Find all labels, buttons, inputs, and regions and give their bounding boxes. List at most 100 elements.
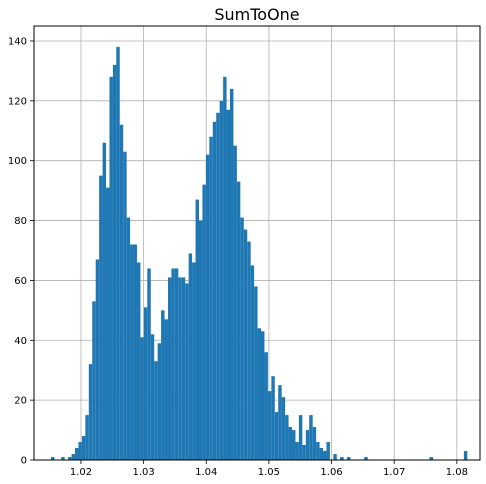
histogram-bar (326, 442, 330, 460)
y-axis: 0 20 40 60 80 100 120 140 (8, 36, 34, 467)
histogram-bar (68, 457, 72, 460)
x-tick-label: 1.03 (132, 467, 154, 478)
histogram-bar (295, 442, 299, 460)
y-tick-label: 80 (14, 216, 27, 227)
chart-title: SumToOne (214, 5, 299, 24)
x-tick-label: 1.08 (446, 467, 468, 478)
histogram-bar (154, 361, 158, 460)
histogram-bar (288, 427, 293, 460)
histogram-bar (278, 385, 282, 460)
y-tick-label: 20 (14, 396, 27, 407)
histogram-bar (226, 109, 230, 461)
histogram-bar (167, 277, 172, 460)
y-tick-label: 120 (8, 96, 27, 107)
histogram-bar (195, 199, 199, 460)
histogram-bar (281, 397, 286, 460)
histogram-bar (130, 244, 134, 460)
histogram-bar (126, 217, 131, 460)
histogram-bar (61, 457, 65, 460)
histogram-bar (171, 268, 175, 460)
histogram-bar (240, 217, 244, 460)
histogram-bar (198, 220, 203, 460)
histogram-bar (312, 427, 317, 460)
histogram-bar (236, 181, 241, 461)
histogram-bar (102, 142, 107, 461)
histogram-bar (119, 124, 124, 461)
y-tick-label: 60 (14, 276, 27, 287)
histogram-bar (333, 454, 337, 460)
plot-area (33, 25, 481, 461)
histogram-bar (164, 319, 168, 460)
histogram-bar (88, 364, 93, 460)
histogram-bar (230, 88, 234, 461)
histogram-bar (181, 277, 186, 460)
x-axis: 1.02 1.03 1.04 1.05 1.06 1.07 1.08 (70, 460, 468, 478)
plot-frame-top (33, 25, 481, 461)
x-tick-label: 1.07 (383, 467, 405, 478)
histogram-bar (429, 457, 434, 460)
histogram-bar (157, 343, 162, 460)
histogram-bar (71, 454, 76, 460)
y-tick-label: 0 (21, 456, 27, 467)
histogram-bar (178, 277, 182, 460)
histogram-bar (161, 310, 165, 460)
histogram-bar (95, 259, 100, 460)
x-tick-label: 1.05 (258, 467, 280, 478)
histogram-bar (250, 265, 255, 460)
histogram-bar (202, 184, 206, 461)
histogram-bar (133, 244, 137, 460)
histogram-bar (192, 262, 196, 460)
histogram-bar (243, 229, 248, 460)
histogram-bar (285, 415, 289, 460)
histogram-bar (309, 415, 313, 460)
histogram-bar (92, 301, 96, 460)
histogram-bar (261, 331, 265, 460)
histogram-bar (150, 334, 155, 460)
histogram-bar (185, 283, 189, 460)
histogram-bar (112, 64, 117, 461)
histogram-bar (143, 307, 148, 460)
histogram-bar (140, 337, 144, 460)
histogram-bar (271, 376, 275, 460)
histogram-bar (205, 154, 210, 461)
histogram-bar (274, 412, 279, 460)
x-tick-label: 1.04 (195, 467, 217, 478)
histogram-bar (219, 100, 224, 461)
histogram-bar (81, 436, 86, 460)
histogram-bar (223, 76, 227, 461)
histogram-bar (292, 430, 296, 460)
x-tick-label: 1.02 (70, 467, 92, 478)
histogram-bar (85, 415, 89, 460)
histogram-bar (123, 151, 127, 461)
histogram-bar (347, 457, 351, 460)
y-tick-label: 140 (8, 36, 27, 47)
histogram-bar (254, 286, 258, 460)
histogram-bars (50, 46, 468, 461)
x-tick-label: 1.06 (320, 467, 342, 478)
histogram-bar (463, 451, 468, 460)
histogram-bar (257, 328, 262, 460)
histogram-bar (78, 442, 82, 460)
histogram-bar (75, 448, 79, 460)
histogram-bar (99, 175, 103, 461)
histogram-bar (174, 268, 179, 460)
histogram-bar (106, 187, 110, 461)
histogram-bar (212, 121, 217, 461)
histogram-bar (264, 352, 268, 460)
histogram-bar (50, 457, 55, 460)
histogram-bar (364, 457, 368, 460)
histogram-bar (247, 241, 251, 460)
histogram-bar (136, 262, 141, 460)
histogram-bar (116, 46, 120, 461)
histogram-bar (147, 268, 151, 460)
histogram-bar (323, 451, 327, 460)
histogram-bar (316, 442, 320, 460)
y-tick-label: 40 (14, 336, 27, 347)
histogram-bar (319, 448, 324, 460)
histogram-bar (302, 445, 306, 460)
y-tick-label: 100 (8, 156, 27, 167)
histogram-bar (267, 391, 272, 460)
histogram-bar (340, 457, 344, 460)
histogram-bar (233, 145, 237, 461)
